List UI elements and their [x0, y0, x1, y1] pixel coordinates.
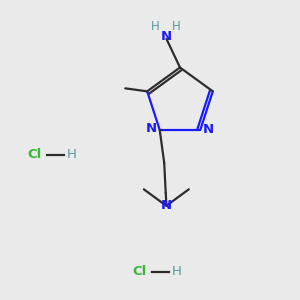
Text: H: H [151, 20, 160, 33]
Text: H: H [67, 148, 77, 161]
Text: N: N [161, 199, 172, 212]
Text: Cl: Cl [132, 265, 147, 278]
Text: N: N [161, 29, 172, 43]
Text: H: H [172, 20, 181, 33]
Text: N: N [203, 123, 214, 136]
Text: Cl: Cl [27, 148, 42, 161]
Text: H: H [172, 265, 182, 278]
Text: N: N [146, 122, 157, 135]
